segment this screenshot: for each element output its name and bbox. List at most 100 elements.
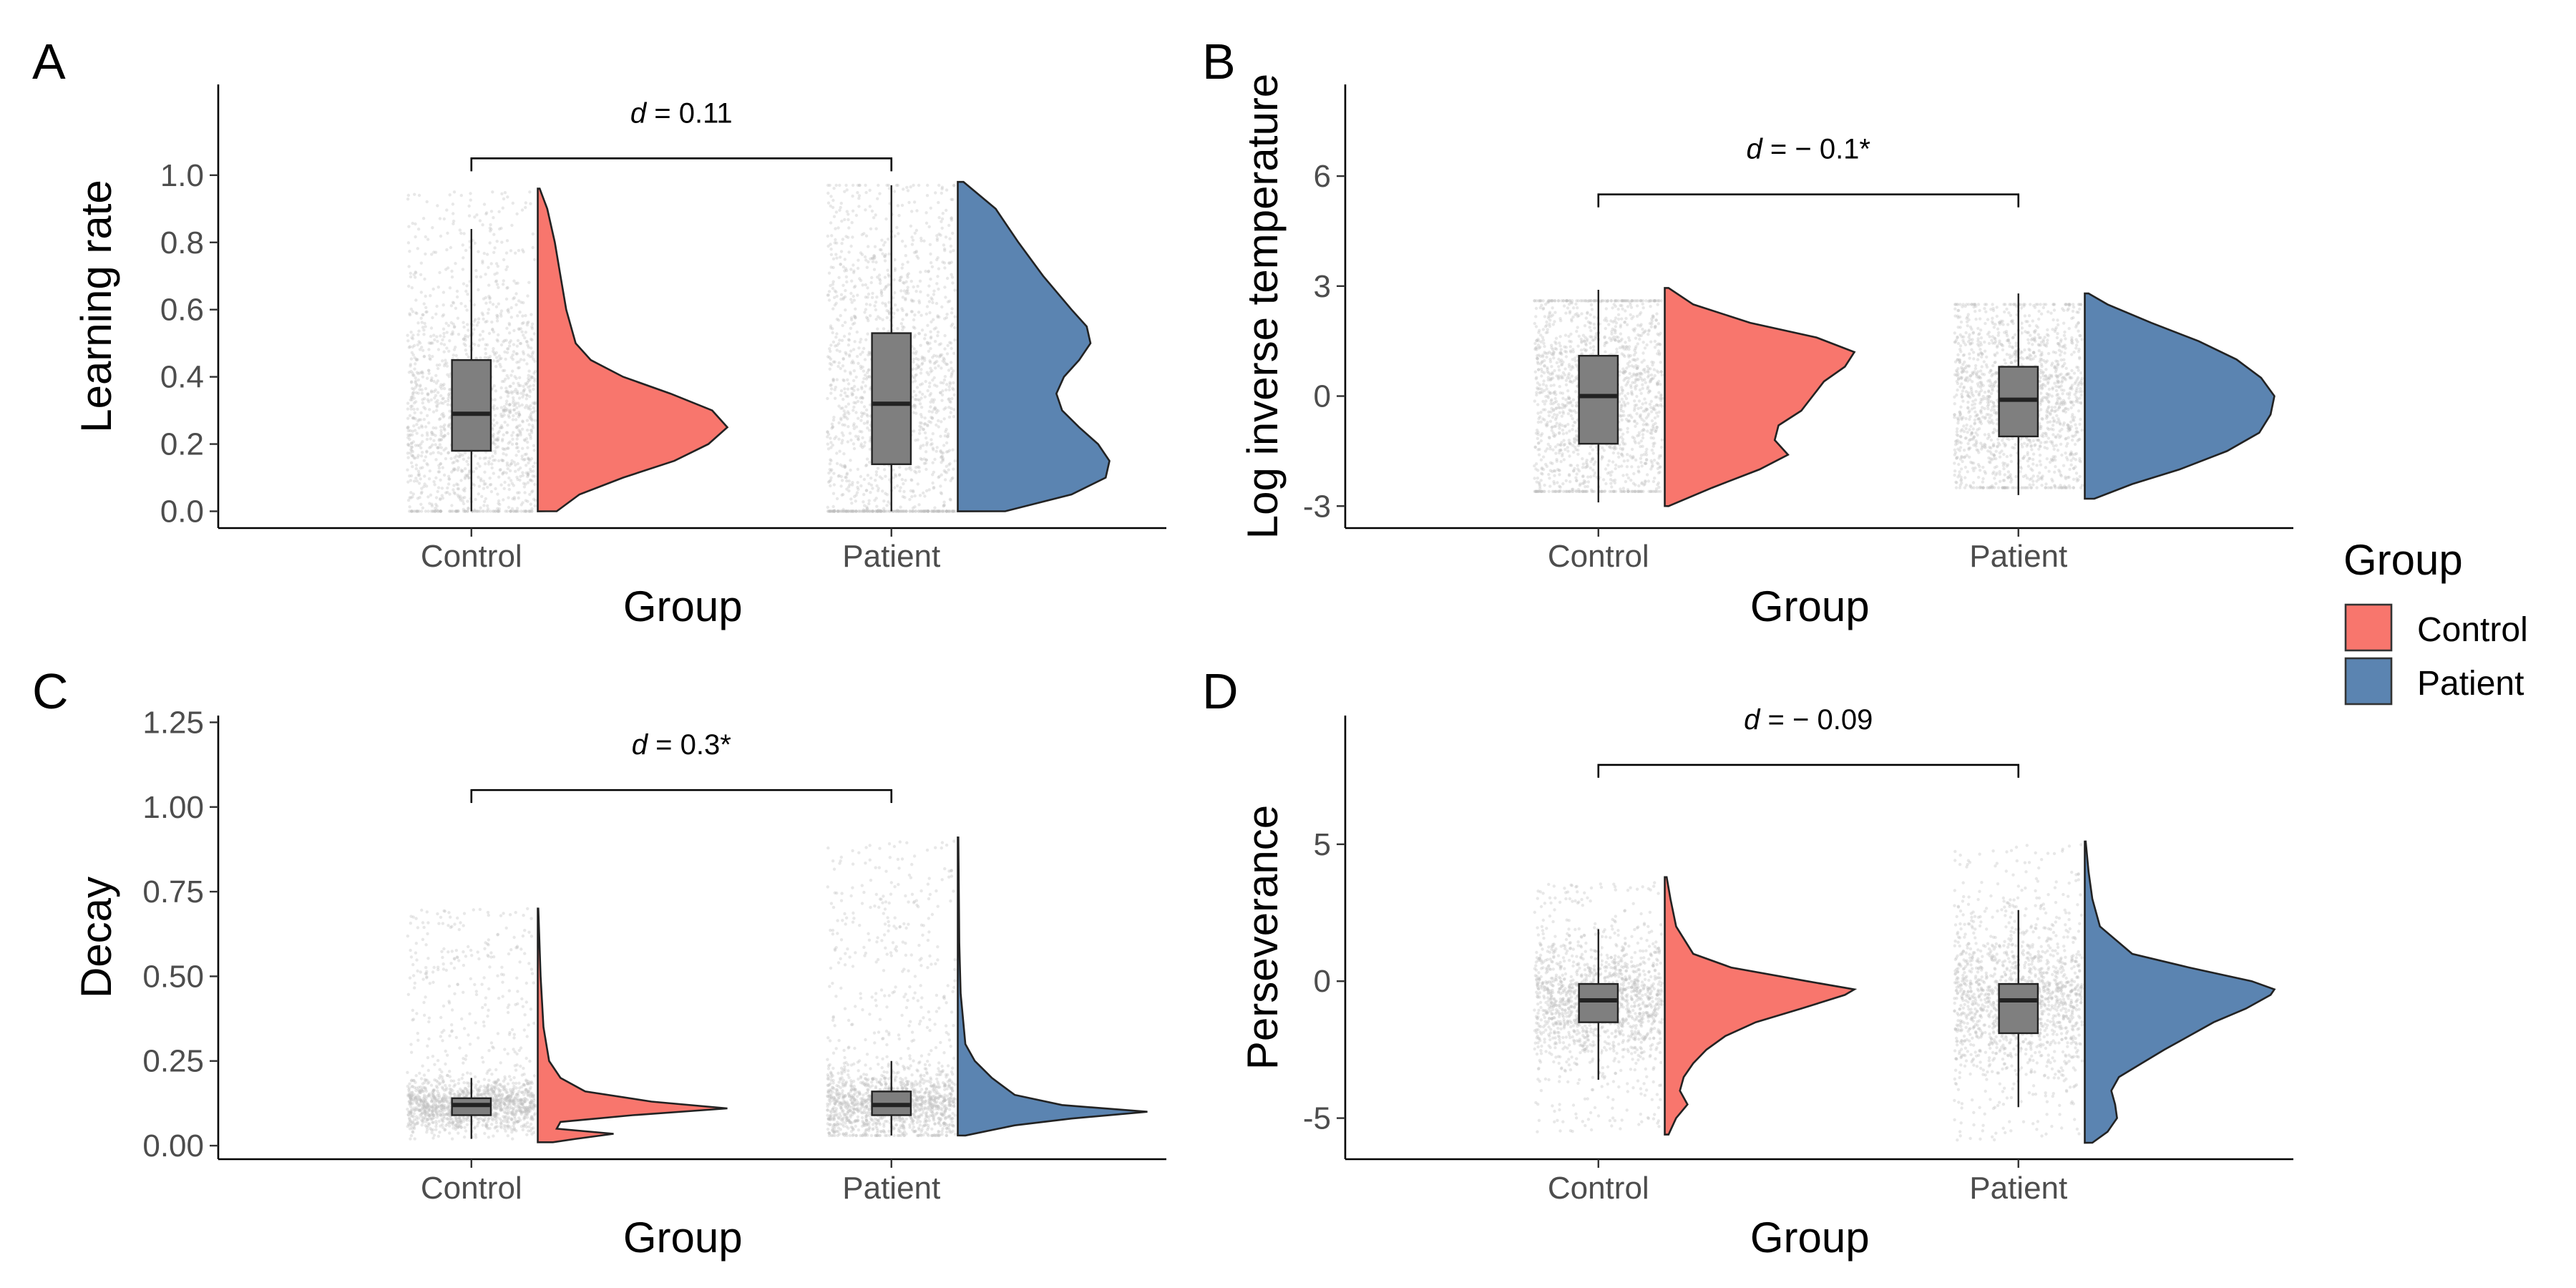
jitter-point	[1589, 341, 1592, 345]
jitter-point	[434, 388, 437, 392]
jitter-point	[489, 489, 494, 494]
jitter-point	[1564, 299, 1568, 303]
jitter-point	[512, 496, 516, 499]
jitter-point	[874, 301, 878, 304]
jitter-point	[1633, 489, 1637, 493]
jitter-point	[904, 298, 907, 302]
jitter-point	[1545, 323, 1548, 327]
jitter-point	[1555, 459, 1558, 463]
jitter-point	[523, 406, 527, 409]
jitter-point	[526, 499, 530, 503]
jitter-point	[439, 452, 443, 456]
jitter-point	[1610, 470, 1614, 474]
jitter-point	[503, 191, 507, 195]
jitter-point	[882, 507, 886, 510]
jitter-point	[466, 293, 469, 296]
jitter-point	[412, 479, 416, 483]
jitter-point	[515, 475, 519, 479]
jitter-point	[502, 452, 505, 456]
jitter-point	[420, 424, 424, 428]
jitter-point	[407, 371, 411, 374]
jitter-point	[2059, 474, 2063, 478]
jitter-point	[512, 396, 515, 400]
jitter-point	[1535, 356, 1539, 360]
jitter-point	[482, 487, 486, 490]
jitter-point	[839, 484, 843, 488]
jitter-point	[517, 381, 520, 385]
jitter-point	[935, 384, 939, 388]
jitter-point	[525, 321, 530, 325]
jitter-point	[842, 415, 846, 419]
jitter-point	[433, 509, 436, 513]
jitter-point	[1641, 327, 1644, 331]
jitter-point	[1586, 489, 1589, 493]
jitter-point	[417, 418, 421, 421]
jitter-point	[508, 469, 512, 473]
jitter-point	[940, 366, 943, 370]
jitter-point	[839, 201, 844, 205]
jitter-point	[447, 394, 451, 398]
jitter-point	[1574, 359, 1577, 363]
jitter-point	[831, 443, 835, 447]
jitter-point	[1626, 426, 1629, 430]
jitter-point	[944, 388, 948, 392]
jitter-point	[427, 477, 431, 481]
jitter-point	[457, 455, 461, 459]
jitter-point	[950, 218, 954, 222]
jitter-point	[509, 411, 512, 414]
jitter-point	[441, 434, 445, 438]
jitter-point	[892, 509, 897, 513]
jitter-point	[881, 301, 884, 305]
jitter-point	[887, 273, 890, 277]
jitter-point	[924, 312, 929, 316]
jitter-point	[456, 493, 459, 497]
jitter-point	[531, 474, 535, 478]
effect-size-label: d = 0.11	[630, 97, 733, 129]
jitter-point	[466, 474, 469, 477]
jitter-point	[424, 455, 428, 459]
jitter-point	[1624, 384, 1628, 387]
jitter-point	[429, 389, 434, 393]
jitter-point	[505, 461, 509, 465]
jitter-point	[1590, 308, 1594, 311]
jitter-point	[507, 376, 510, 380]
jitter-point	[446, 490, 449, 494]
jitter-point	[494, 351, 498, 355]
jitter-point	[487, 331, 492, 336]
jitter-point	[530, 417, 534, 421]
jitter-point	[918, 402, 922, 406]
jitter-point	[406, 416, 410, 420]
jitter-point	[924, 462, 928, 465]
jitter-point	[512, 484, 516, 487]
jitter-point	[477, 492, 480, 496]
jitter-point	[948, 462, 952, 466]
jitter-point	[515, 509, 519, 513]
jitter-point	[904, 467, 908, 471]
jitter-point	[409, 369, 413, 374]
jitter-point	[529, 413, 532, 416]
jitter-point	[422, 484, 426, 489]
jitter-point	[947, 397, 950, 401]
jitter-point	[1557, 469, 1561, 472]
jitter-point	[2043, 336, 2046, 339]
jitter-point	[1622, 379, 1626, 382]
jitter-point	[459, 468, 463, 472]
jitter-point	[849, 468, 852, 472]
jitter-point	[421, 313, 424, 317]
jitter-point	[474, 467, 478, 470]
jitter-point	[1543, 489, 1546, 493]
jitter-point	[432, 439, 436, 442]
jitter-point	[515, 344, 519, 348]
jitter-point	[841, 434, 845, 437]
jitter-point	[1657, 462, 1660, 466]
jitter-point	[441, 497, 445, 500]
jitter-point	[829, 479, 833, 482]
jitter-point	[499, 412, 503, 416]
jitter-point	[953, 338, 957, 342]
jitter-point	[514, 251, 517, 255]
jitter-point	[1636, 299, 1640, 303]
jitter-point	[442, 364, 447, 368]
jitter-point	[462, 502, 466, 506]
jitter-point	[914, 250, 919, 253]
jitter-point	[1989, 391, 1994, 396]
